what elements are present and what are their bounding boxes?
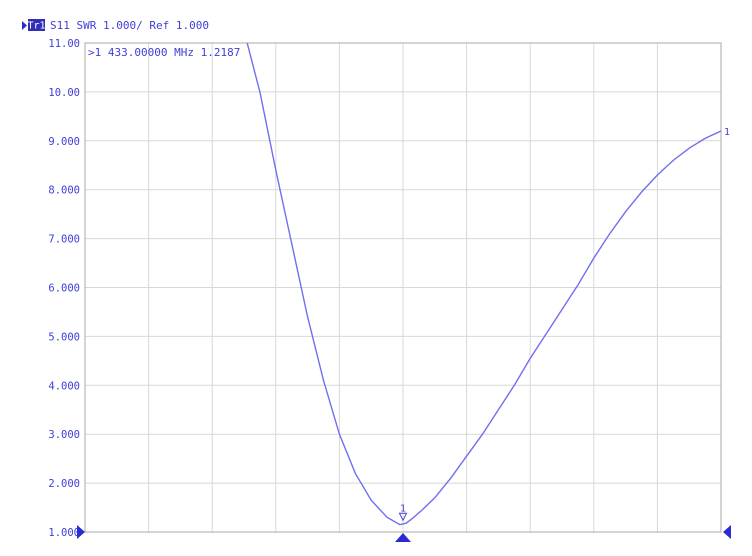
series-line: [246, 42, 722, 526]
ref-level-right-icon: [723, 525, 731, 539]
trace-end-label: 1: [724, 127, 730, 138]
marker-readout: >1 433.00000 MHz 1.2187: [88, 46, 240, 59]
trace-header: Tr1 S11 SWR 1.000/ Ref 1.000: [22, 19, 209, 32]
y-tick-label: 6.000: [48, 283, 80, 295]
trace-badge-bg[interactable]: [28, 19, 45, 31]
y-tick-label: 2.000: [48, 478, 80, 490]
y-tick-label: 9.000: [48, 136, 80, 148]
trace-label: S11 SWR 1.000/ Ref 1.000: [50, 19, 209, 32]
y-tick-label: 4.000: [48, 380, 80, 392]
grid: [85, 43, 721, 532]
marker-1[interactable]: 1: [395, 503, 411, 542]
y-tick-label: 5.000: [48, 331, 80, 343]
marker-triangle-icon: [398, 512, 408, 522]
y-tick-labels: 11.00 10.00 9.000 8.000 7.000 6.000 5.000 4.000…: [48, 38, 80, 539]
plot-frame: [84, 42, 722, 533]
y-tick-label: 7.000: [48, 234, 80, 246]
trace-badge[interactable]: Tr1: [27, 21, 45, 32]
y-tick-label: 8.000: [48, 185, 80, 197]
y-tick-label: 3.000: [48, 429, 80, 441]
trace-active-arrow-icon: [22, 21, 27, 30]
ref-level-left-icon: [77, 525, 85, 539]
x-axis-marker-icon: [395, 533, 411, 542]
y-tick-label: 1.000: [48, 527, 80, 539]
edge-markers: 1: [77, 127, 731, 539]
y-tick-label: 10.00: [48, 87, 80, 99]
marker-label: 1: [400, 503, 406, 514]
y-tick-label: 11.00: [48, 38, 80, 50]
